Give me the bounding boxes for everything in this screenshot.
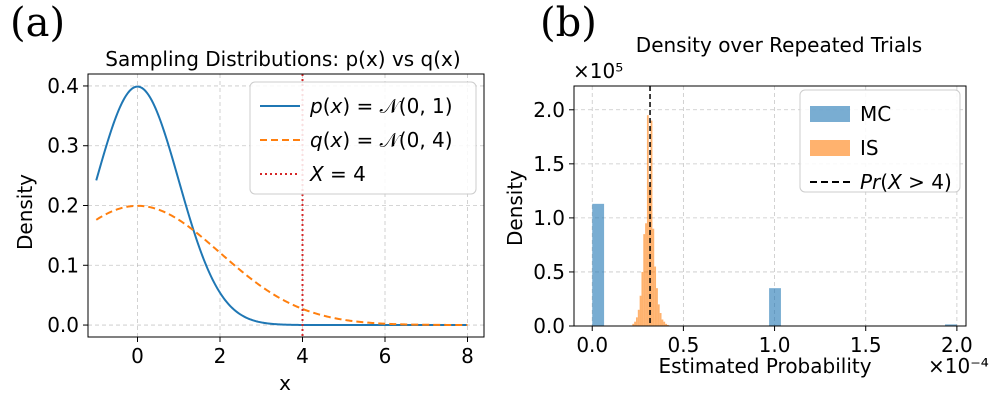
histogram-bar	[654, 266, 657, 326]
legend-label: p(x) = 𝒩(0, 1)	[309, 94, 453, 118]
y-tick-label: 1.0	[533, 206, 565, 230]
plot-area-a	[95, 74, 468, 337]
histogram-bar	[652, 228, 655, 326]
histogram-bar	[646, 115, 649, 327]
y-tick-label: 0.3	[47, 134, 79, 158]
histogram-bar	[639, 295, 642, 326]
histogram-bar	[769, 288, 781, 326]
histogram-bar	[650, 120, 653, 326]
chart-title-b: Density over Repeated Trials	[636, 33, 922, 57]
ticks-a: 0 2 4 6 8 0.0 0.1 0.2 0.3 0.4	[47, 74, 474, 368]
legend-label: MC	[860, 102, 891, 126]
x-tick-label: 1.0	[759, 333, 791, 357]
legend-swatch	[810, 140, 850, 156]
panel-a: (a) Sampling Distributions: p(x) vs q(x)…	[10, 0, 485, 395]
histogram-bar	[637, 309, 640, 326]
x-tick-label: 6	[379, 344, 392, 368]
ticks-b: 0.0 0.5 1.0 1.5 2.0 0.0 0.5 1.0 1.5 2.0	[533, 98, 973, 357]
legend-a: p(x) = 𝒩(0, 1) q(x) = 𝒩(0, 4) X = 4	[249, 81, 477, 195]
x-tick-label: 8	[461, 344, 474, 368]
y-tick-label: 2.0	[533, 98, 565, 122]
histogram-bar	[632, 323, 635, 326]
x-tick-label: 2	[214, 344, 227, 368]
legend-label: IS	[860, 136, 879, 160]
histogram-bar	[659, 313, 662, 326]
histogram-bar	[945, 324, 957, 326]
x-tick-label: 2.0	[941, 333, 973, 357]
legend-box	[249, 81, 477, 195]
x-tick-label: 0.5	[667, 333, 699, 357]
histogram-bar	[666, 324, 669, 326]
y-axis-title-b: Density	[503, 170, 527, 246]
panel-label-b: (b)	[540, 0, 597, 46]
legend-label: Pr(X > 4)	[860, 170, 952, 194]
y-tick-label: 0.4	[47, 74, 79, 98]
legend-b: MC IS Pr(X > 4)	[799, 89, 961, 194]
plot-area-b	[592, 86, 957, 327]
histogram-bar	[661, 319, 664, 326]
histogram-bar	[663, 321, 666, 326]
x-tick-label: 0	[131, 344, 144, 368]
series-line	[95, 204, 468, 327]
y-tick-label: 0.0	[47, 313, 79, 337]
histogram-bar	[645, 223, 647, 326]
y-tick-label: 0.2	[47, 194, 79, 218]
histogram-bar	[656, 288, 658, 326]
x-offset-label-b: ×10⁻⁴	[928, 354, 989, 378]
x-tick-label: 4	[296, 344, 309, 368]
axes-frame-b	[573, 85, 967, 327]
y-offset-label-b: ×10⁵	[573, 59, 623, 83]
legend-swatch	[810, 106, 850, 122]
y-axis-title-a: Density	[13, 174, 37, 250]
histogram-bar	[635, 317, 638, 326]
x-axis-title-a: x	[279, 371, 291, 395]
legend-label: X = 4	[309, 162, 366, 186]
y-tick-label: 1.5	[533, 152, 565, 176]
legend-label: q(x) = 𝒩(0, 4)	[310, 128, 453, 152]
histogram-bar	[643, 234, 646, 326]
histogram-bar	[665, 323, 667, 326]
y-tick-label: 0.0	[533, 314, 565, 338]
y-tick-label: 0.1	[47, 253, 79, 277]
y-tick-label: 0.5	[533, 260, 565, 284]
panel-b: (b) Density over Repeated Trials ×10⁵ 0.…	[503, 0, 989, 378]
histogram-bar	[657, 304, 660, 326]
chart-title-a: Sampling Distributions: p(x) vs q(x)	[105, 47, 460, 71]
x-axis-title-b: Estimated Probability	[658, 354, 871, 378]
panel-label-a: (a)	[10, 0, 65, 46]
x-tick-label: 0.0	[576, 333, 608, 357]
histogram-bar	[641, 271, 644, 326]
x-tick-label: 1.5	[850, 333, 882, 357]
histogram-bar	[634, 321, 636, 326]
histogram-bar	[592, 203, 605, 326]
